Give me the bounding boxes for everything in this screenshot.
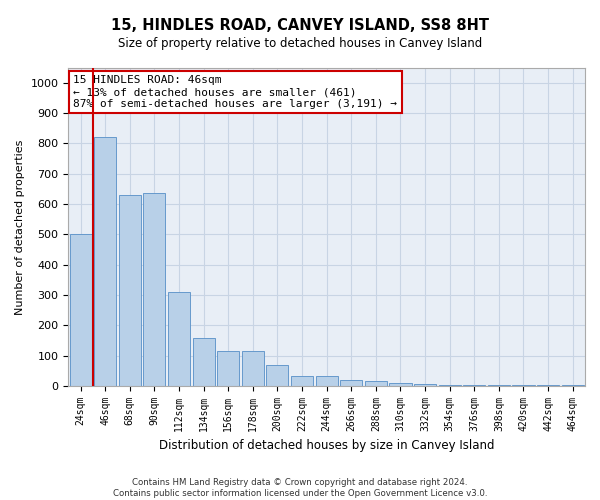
Bar [143,194,166,386]
Bar [168,292,190,386]
Bar [365,380,387,386]
Bar [291,376,313,386]
X-axis label: Distribution of detached houses by size in Canvey Island: Distribution of detached houses by size … [159,440,494,452]
Bar [340,380,362,386]
Bar [94,138,116,386]
Bar [70,234,92,386]
Bar [389,383,412,386]
Text: Contains HM Land Registry data © Crown copyright and database right 2024.
Contai: Contains HM Land Registry data © Crown c… [113,478,487,498]
Bar [414,384,436,386]
Y-axis label: Number of detached properties: Number of detached properties [15,139,25,314]
Bar [463,384,485,386]
Bar [217,352,239,386]
Bar [488,385,510,386]
Bar [266,365,289,386]
Bar [316,376,338,386]
Text: Size of property relative to detached houses in Canvey Island: Size of property relative to detached ho… [118,38,482,51]
Bar [119,195,141,386]
Text: 15, HINDLES ROAD, CANVEY ISLAND, SS8 8HT: 15, HINDLES ROAD, CANVEY ISLAND, SS8 8HT [111,18,489,32]
Bar [193,338,215,386]
Text: 15 HINDLES ROAD: 46sqm
← 13% of detached houses are smaller (461)
87% of semi-de: 15 HINDLES ROAD: 46sqm ← 13% of detached… [73,76,397,108]
Bar [439,384,461,386]
Bar [242,352,264,386]
